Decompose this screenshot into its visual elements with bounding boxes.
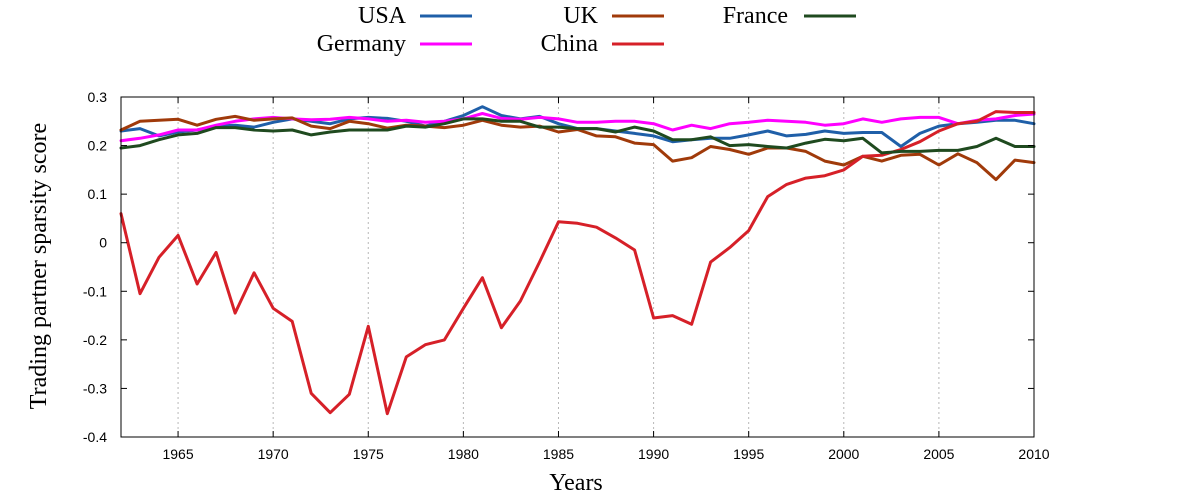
y-tick-label: -0.2 bbox=[83, 332, 107, 348]
y-tick-label: 0.3 bbox=[88, 89, 108, 105]
legend-label-france: France bbox=[723, 3, 788, 29]
y-axis-title: Trading partner sparsity score bbox=[26, 123, 52, 409]
x-tick-label: 1970 bbox=[258, 446, 289, 462]
x-tick-label: 2010 bbox=[1018, 446, 1049, 462]
x-tick-label: 1965 bbox=[162, 446, 193, 462]
x-axis-ticks: 1965 1970 1975 1980 1985 1990 1995 2000 2005 2010 bbox=[162, 97, 1050, 462]
y-tick-label: -0.4 bbox=[83, 429, 107, 445]
series-lines bbox=[119, 105, 1036, 416]
x-tick-label: 1985 bbox=[543, 446, 574, 462]
legend-label-uk: UK bbox=[563, 3, 598, 29]
x-tick-label: 2005 bbox=[923, 446, 954, 462]
plot-frame bbox=[120, 96, 1035, 438]
y-axis-ticks: -0.4 -0.3 -0.2 -0.1 0 0.1 0.2 0.3 bbox=[83, 89, 1034, 445]
x-tick-label: 1975 bbox=[353, 446, 384, 462]
y-tick-label: 0.1 bbox=[88, 186, 108, 202]
x-tick-label: 1995 bbox=[733, 446, 764, 462]
x-tick-label: 2000 bbox=[828, 446, 859, 462]
y-tick-label: -0.3 bbox=[83, 380, 107, 396]
series-line-china bbox=[119, 110, 1036, 416]
legend-label-germany: Germany bbox=[317, 31, 406, 57]
series-line-usa bbox=[119, 105, 1036, 148]
y-tick-label: 0.2 bbox=[88, 138, 108, 154]
series-line-france bbox=[119, 117, 1036, 155]
legend-label-usa: USA bbox=[358, 3, 407, 29]
legend-label-china: China bbox=[541, 31, 599, 57]
y-tick-label: -0.1 bbox=[83, 283, 107, 299]
x-tick-label: 1980 bbox=[448, 446, 479, 462]
x-axis-title: Years bbox=[549, 470, 603, 496]
y-tick-label: 0 bbox=[99, 235, 107, 251]
x-tick-label: 1990 bbox=[638, 446, 669, 462]
